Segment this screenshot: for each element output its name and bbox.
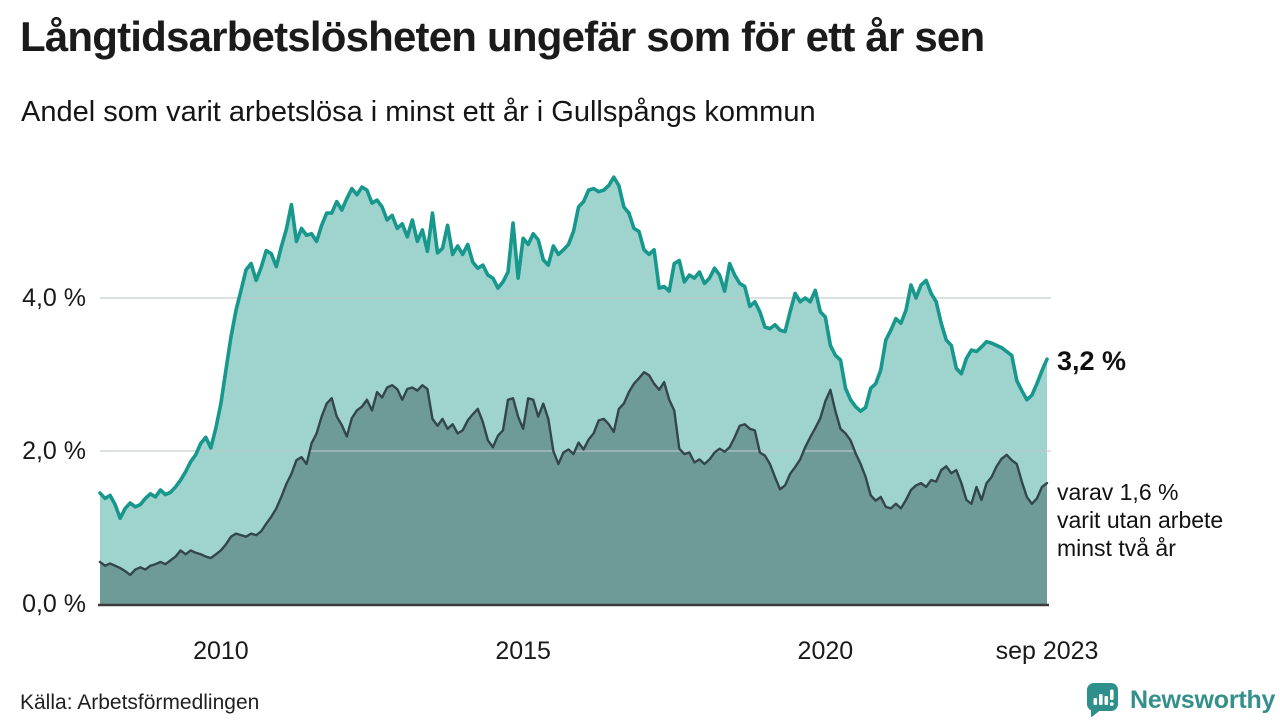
brand-name: Newsworthy xyxy=(1130,685,1276,714)
x-tick-label: 2015 xyxy=(495,637,551,665)
y-tick-label: 0,0 % xyxy=(22,590,86,618)
source-note: Källa: Arbetsförmedlingen xyxy=(20,691,260,714)
page-title: Långtidsarbetslösheten ungefär som för e… xyxy=(20,13,985,60)
subset-annotation-line: minst två år xyxy=(1057,535,1176,561)
x-tick-label: 2020 xyxy=(797,637,854,665)
brand-logo: Newsworthy xyxy=(1084,681,1275,719)
series-line-subset xyxy=(98,371,1049,577)
series-area-subset xyxy=(100,372,1047,604)
x-tick-label: 2010 xyxy=(193,637,249,665)
newsworthy-speech-bubble-bar-chart-icon xyxy=(1087,683,1118,717)
series-line-total xyxy=(98,175,1049,521)
subset-annotation-line: varav 1,6 % xyxy=(1057,479,1179,505)
x-tick-label: sep 2023 xyxy=(995,637,1099,665)
subset-annotation-line: varit utan arbete xyxy=(1057,507,1224,533)
page-subtitle: Andel som varit arbetslösa i minst ett å… xyxy=(21,96,816,128)
y-tick-label: 4,0 % xyxy=(22,284,86,312)
y-tick-label: 2,0 % xyxy=(22,437,86,465)
subset-annotation: varav 1,6 % varit utan arbete minst två … xyxy=(1057,478,1223,562)
end-value-label: 3,2 % xyxy=(1057,346,1127,376)
